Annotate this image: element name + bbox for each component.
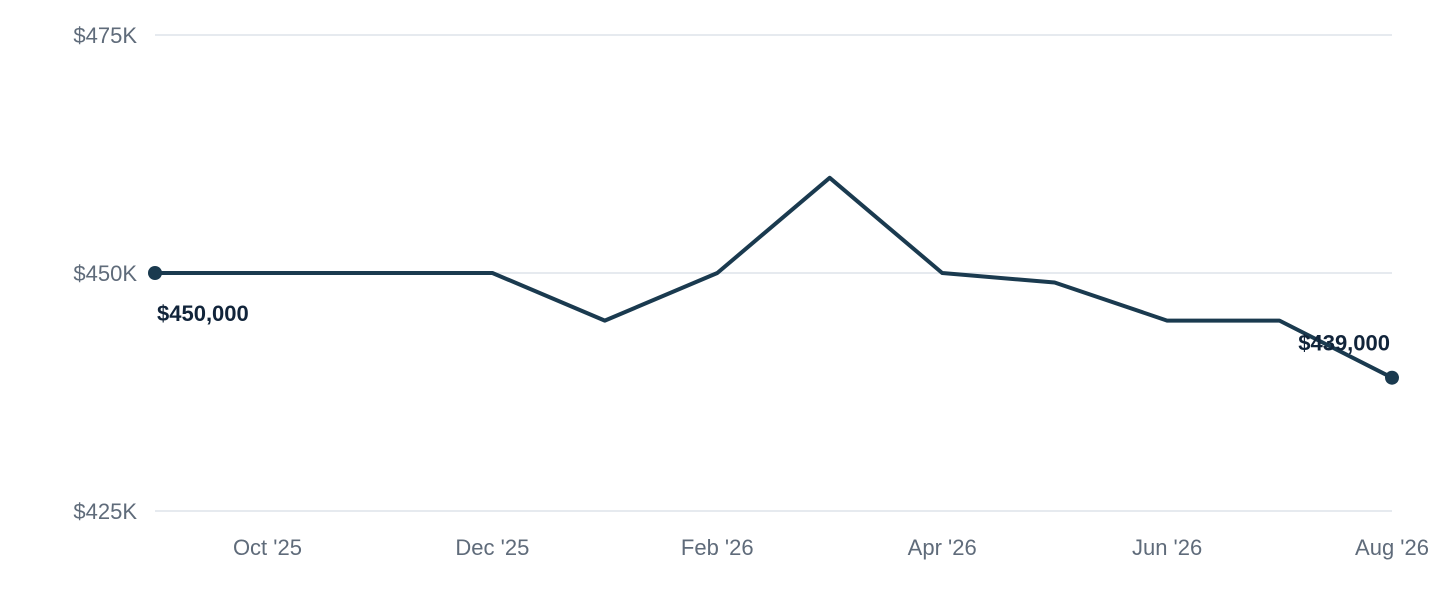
x-tick-label: Oct '25 (233, 535, 302, 560)
y-tick-label: $425K (73, 499, 137, 524)
y-tick-label: $450K (73, 261, 137, 286)
y-tick-label: $475K (73, 23, 137, 48)
endpoint-marker (1385, 370, 1399, 385)
x-tick-label: Feb '26 (681, 535, 754, 560)
data-label: $439,000 (1298, 331, 1390, 356)
series-line (153, 175, 1394, 380)
x-tick-label: Aug '26 (1355, 535, 1429, 560)
series-layer (153, 175, 1394, 380)
x-tick-label: Jun '26 (1132, 535, 1202, 560)
x-tick-label: Dec '25 (455, 535, 529, 560)
endpoint-marker (148, 266, 162, 280)
y-axis-labels: $425K $450K $475K (73, 23, 137, 524)
data-labels: $450,000 $439,000 (157, 301, 1390, 356)
x-tick-label: Apr '26 (908, 535, 977, 560)
x-axis-labels: Oct '25 Dec '25 Feb '26 Apr '26 Jun '26 Aug '… (233, 535, 1429, 560)
data-label: $450,000 (157, 301, 249, 326)
endpoint-markers (148, 266, 1399, 385)
